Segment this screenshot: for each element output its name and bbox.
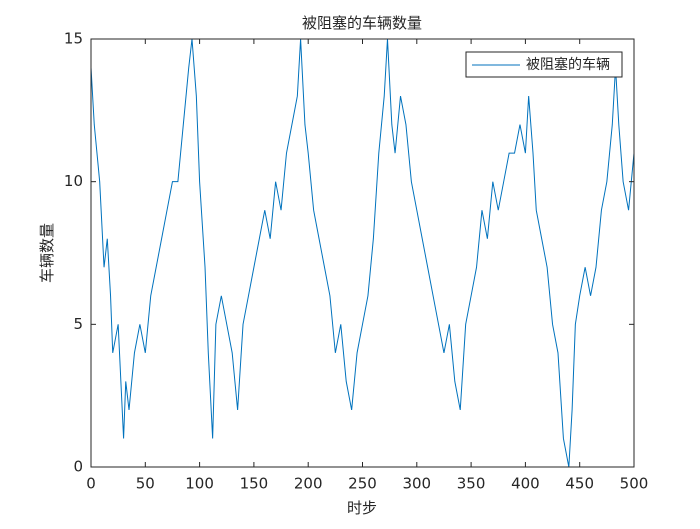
x-tick-label: 350	[457, 475, 486, 493]
x-tick-label: 0	[86, 475, 96, 493]
x-tick-label: 400	[511, 475, 540, 493]
x-tick-label: 450	[565, 475, 594, 493]
data-line	[90, 38, 635, 468]
y-tick-label: 5	[73, 315, 83, 333]
x-tick-label: 250	[348, 475, 377, 493]
y-axis-label: 车辆数量	[38, 223, 56, 283]
legend-label: 被阻塞的车辆	[526, 56, 610, 73]
chart-title: 被阻塞的车辆数量	[302, 14, 422, 32]
x-tick-label: 300	[402, 475, 431, 493]
x-tick-label: 100	[185, 475, 214, 493]
x-tick-label: 500	[620, 475, 649, 493]
x-tick-label: 50	[136, 475, 155, 493]
x-axis-label: 时步	[347, 499, 377, 517]
legend-box	[465, 51, 623, 78]
y-tick-label: 0	[73, 458, 83, 476]
x-tick-label: 150	[240, 475, 269, 493]
y-tick-label: 15	[64, 30, 83, 48]
x-tick-label: 200	[294, 475, 323, 493]
y-tick-label: 10	[64, 172, 83, 190]
